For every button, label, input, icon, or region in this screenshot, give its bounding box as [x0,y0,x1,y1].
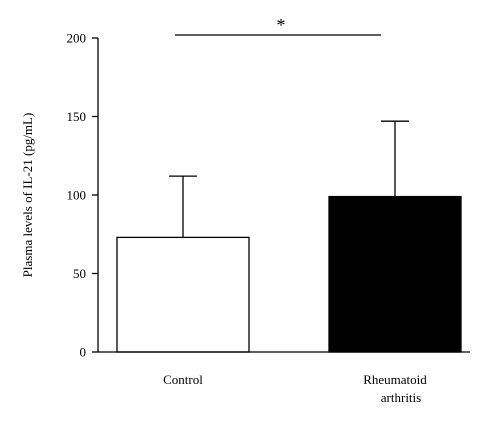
category-label-0-line-0: Control [163,372,203,387]
category-label-1: Rheumatoid arthritis [363,372,427,405]
y-axis-title: Plasma levels of IL-21 (pg/mL) [20,113,35,278]
significance-bracket: * [175,15,381,36]
y-ticks: 0 50 100 150 200 [67,31,98,360]
category-label-1-line-1: arthritis [381,390,421,405]
bars [116,195,462,353]
y-tick-label-50: 50 [73,266,86,281]
category-label-1-line-0: Rheumatoid [363,372,427,387]
category-label-0: Control [163,372,203,387]
bar-rheumatoid-arthritis [328,195,462,353]
y-tick-label-150: 150 [67,109,87,124]
significance-mark: * [277,15,286,35]
y-axis: 0 50 100 150 200 Plasma levels of IL-21 (pg/… [20,31,99,360]
y-tick-label-200: 200 [67,31,87,46]
error-bars [169,120,409,238]
category-labels: Control Rheumatoid arthritis [163,372,427,405]
y-tick-label-100: 100 [67,188,87,203]
y-tick-label-0: 0 [80,345,87,360]
bar-control [116,236,250,353]
